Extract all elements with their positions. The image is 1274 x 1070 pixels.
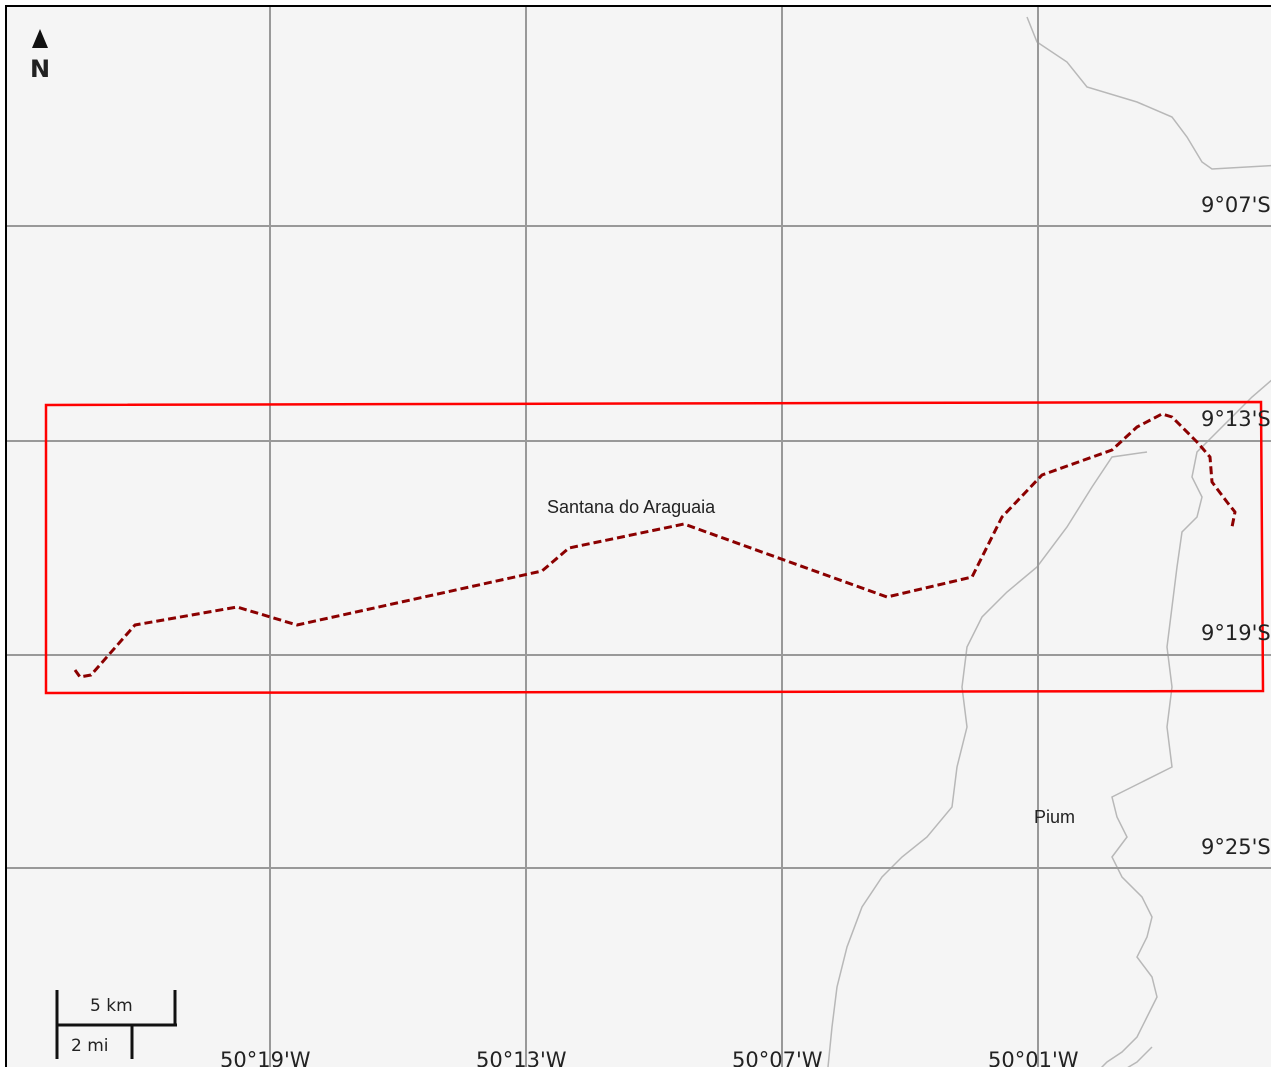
north-label: N — [30, 55, 50, 83]
boundary-line-east — [1100, 379, 1271, 1067]
boundary-line-north — [1026, 16, 1271, 170]
lat-label: 9°07'S — [1201, 193, 1271, 217]
map-frame[interactable]: Santana do Araguaia Pium 9°07'S 9°13'S 9… — [5, 5, 1271, 1067]
north-arrow: N — [30, 29, 50, 83]
admin-boundaries — [827, 16, 1271, 1067]
map-canvas[interactable]: Santana do Araguaia Pium 9°07'S 9°13'S 9… — [7, 7, 1271, 1067]
boundary-line-river — [1127, 1046, 1153, 1067]
route-track[interactable] — [73, 412, 1237, 679]
lon-label: 50°19'W — [220, 1048, 311, 1067]
lon-label: 50°01'W — [988, 1048, 1079, 1067]
graticule — [7, 7, 1271, 1067]
extent-box — [44, 400, 1265, 695]
latitude-labels: 9°07'S 9°13'S 9°19'S 9°25'S — [1201, 193, 1271, 859]
lon-label: 50°13'W — [476, 1048, 567, 1067]
scale-bar — [55, 990, 177, 1059]
scale-imperial-label: 2 mi — [71, 1036, 109, 1056]
lon-label: 50°07'W — [732, 1048, 823, 1067]
place-label-pium: Pium — [1034, 807, 1075, 827]
north-arrow-icon — [32, 29, 48, 48]
lat-label: 9°13'S — [1201, 407, 1271, 431]
boundary-line-central — [827, 451, 1148, 1067]
lat-label: 9°19'S — [1201, 621, 1271, 645]
longitude-labels: 50°19'W 50°13'W 50°07'W 50°01'W — [220, 1048, 1079, 1067]
scale-metric-label: 5 km — [90, 996, 133, 1016]
lat-label: 9°25'S — [1201, 835, 1271, 859]
place-label-santana: Santana do Araguaia — [547, 497, 716, 517]
